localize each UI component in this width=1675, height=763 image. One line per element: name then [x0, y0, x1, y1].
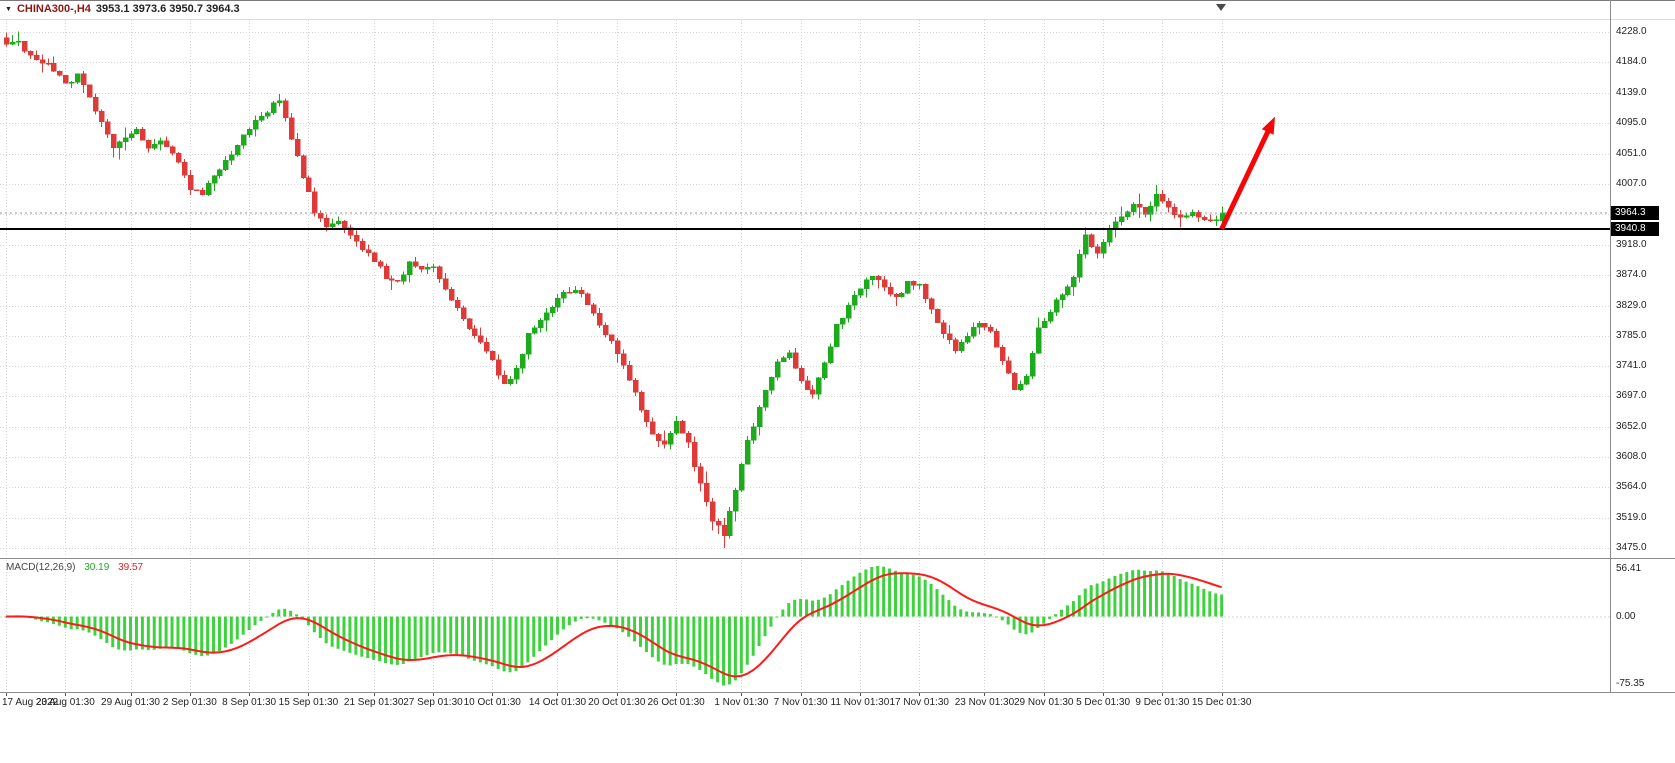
time-axis-label: 9 Dec 01:30 — [1135, 697, 1190, 708]
time-axis-label: 14 Oct 01:30 — [528, 697, 587, 708]
time-axis-label: 23 Aug 01:30 — [35, 697, 95, 708]
grid-lines — [0, 20, 1610, 692]
price-axis-label: 3652.0 — [1616, 421, 1647, 432]
symbol-quote-header: ▼ CHINA300-,H4 3953.1 3973.6 3950.7 3964… — [5, 3, 240, 15]
price-axis-label: 4139.0 — [1616, 87, 1647, 98]
macd-indicator-label: MACD(12,26,9) 30.19 39.57 — [6, 562, 143, 573]
time-axis-label: 1 Nov 01:30 — [714, 697, 769, 708]
macd-signal-line — [5, 572, 1222, 678]
price-axis-label: 3519.0 — [1616, 512, 1647, 523]
time-axis-label: 11 Nov 01:30 — [830, 697, 890, 708]
price-axis-label: 3564.0 — [1616, 481, 1647, 492]
trend-arrow[interactable] — [1219, 116, 1276, 230]
price-axis-label: 4228.0 — [1616, 26, 1647, 37]
time-axis-label: 21 Sep 01:30 — [343, 697, 404, 708]
price-axis-label: 3785.0 — [1616, 330, 1647, 341]
time-axis-label: 27 Sep 01:30 — [403, 697, 463, 708]
time-axis-label: 15 Sep 01:30 — [278, 697, 339, 708]
price-axis-label: 3829.0 — [1616, 300, 1647, 311]
price-axis-label: 3741.0 — [1616, 360, 1647, 371]
chart-shift-marker-icon[interactable] — [1216, 4, 1226, 11]
time-axis-label: 8 Sep 01:30 — [222, 697, 277, 708]
ohlc-values: 3953.1 3973.6 3950.7 3964.3 — [95, 3, 240, 15]
time-axis-label: 15 Dec 01:30 — [1191, 697, 1252, 708]
price-axis-label: 4184.0 — [1616, 56, 1647, 67]
macd-signal-value: 39.57 — [118, 562, 144, 573]
hline-price-tag: 3940.8 — [1611, 222, 1659, 236]
price-axis-label: 4007.0 — [1616, 178, 1647, 189]
time-axis-label: 26 Oct 01:30 — [647, 697, 705, 708]
macd-axis-label: -75.35 — [1616, 678, 1645, 689]
time-axis-label: 5 Dec 01:30 — [1076, 697, 1131, 708]
price-axis-label: 3697.0 — [1616, 390, 1647, 401]
time-axis-label: 17 Nov 01:30 — [889, 697, 949, 708]
symbol-timeframe-label: CHINA300-,H4 — [16, 3, 91, 15]
time-axis-label: 20 Oct 01:30 — [588, 697, 646, 708]
price-axis-label: 3475.0 — [1616, 542, 1647, 553]
macd-main-value: 30.19 — [84, 562, 110, 573]
time-axis-label: 23 Nov 01:30 — [954, 697, 1015, 708]
time-axis-label: 2 Sep 01:30 — [162, 697, 217, 708]
time-axis-label: 29 Nov 01:30 — [1014, 697, 1074, 708]
time-axis-label: 10 Oct 01:30 — [463, 697, 521, 708]
price-axis-label: 3874.0 — [1616, 269, 1647, 280]
time-axis-label: 17 Aug 2022 — [2, 697, 59, 708]
macd-axis-label: 0.00 — [1616, 611, 1636, 622]
price-axis-label: 3608.0 — [1616, 451, 1647, 462]
candlestick-series — [3, 31, 1226, 549]
time-axis-label: 7 Nov 01:30 — [773, 697, 828, 708]
macd-name: MACD(12,26,9) — [6, 562, 76, 573]
price-axis-label: 4095.0 — [1616, 117, 1647, 128]
macd-axis-label: 56.41 — [1616, 563, 1642, 574]
pane-separators — [0, 0, 1675, 696]
price-axis-label: 4051.0 — [1616, 148, 1647, 159]
symbol-dropdown-icon[interactable]: ▼ — [5, 5, 12, 13]
price-axis-label: 3918.0 — [1616, 239, 1647, 250]
current-price-tag: 3964.3 — [1611, 206, 1659, 220]
time-axis-label: 29 Aug 01:30 — [101, 697, 160, 708]
